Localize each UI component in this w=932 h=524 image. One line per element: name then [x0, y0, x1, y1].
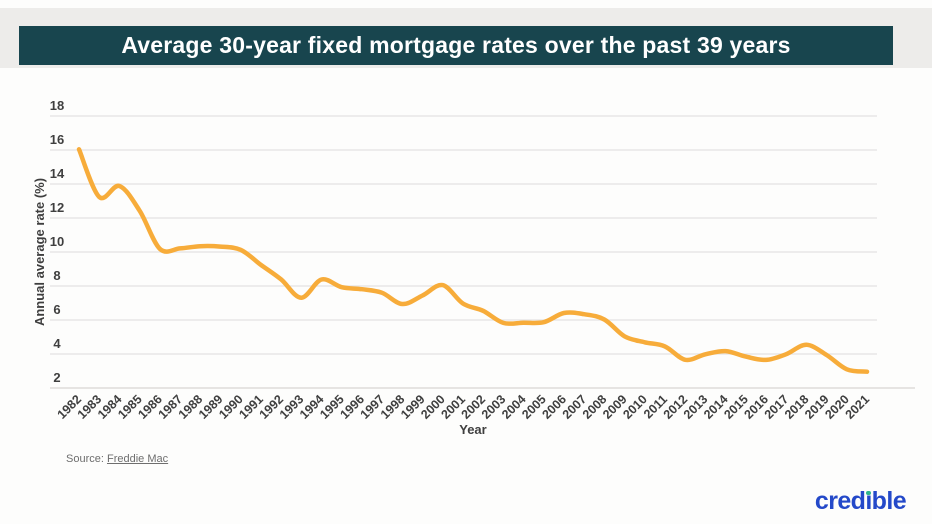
- x-tick-label: 2020: [822, 392, 852, 422]
- y-tick-label: 4: [53, 336, 61, 351]
- x-tick-label: 1985: [115, 392, 145, 422]
- logo-letter-i: ı: [865, 487, 872, 515]
- x-tick-label: 2015: [721, 392, 751, 422]
- mortgage-rate-chart: 2468101214161819821983198419851986198719…: [32, 98, 915, 437]
- chart-title: Average 30-year fixed mortgage rates ove…: [121, 32, 791, 58]
- x-tick-label: 2018: [782, 392, 812, 422]
- logo-i-dot: [866, 490, 871, 496]
- source-link[interactable]: Freddie Mac: [106, 453, 169, 465]
- x-tick-label: 2013: [681, 392, 711, 422]
- x-tick-label: 1988: [176, 392, 206, 422]
- y-tick-label: 6: [53, 302, 60, 317]
- x-tick-label: 2008: [580, 392, 610, 422]
- x-tick-label: 1987: [156, 392, 186, 422]
- x-tick-label: 2001: [438, 392, 468, 422]
- y-tick-label: 14: [50, 166, 65, 181]
- x-tick-label: 2016: [742, 392, 772, 422]
- x-tick-label: 2002: [459, 392, 489, 422]
- x-tick-label: 1995: [317, 392, 347, 422]
- x-tick-label: 1997: [358, 392, 388, 422]
- x-tick-label: 1984: [95, 392, 125, 422]
- source-attribution: Source: Freddie Mac: [66, 453, 168, 465]
- x-tick-label: 2014: [701, 392, 731, 422]
- x-axis-title: Year: [459, 422, 486, 437]
- x-tick-label: 2017: [762, 392, 792, 422]
- credible-logo: credı ble: [814, 486, 907, 516]
- x-tick-label: 2011: [641, 392, 670, 421]
- x-tick-label: 2012: [661, 392, 691, 422]
- y-tick-label: 10: [50, 234, 64, 249]
- x-tick-label: 1983: [75, 392, 105, 422]
- y-tick-label: 2: [53, 370, 60, 385]
- x-tick-label: 2006: [539, 392, 569, 422]
- mortgage-rate-line: [76, 147, 870, 374]
- logo-text-post: ble: [871, 487, 907, 515]
- x-tick-label: 2010: [620, 392, 650, 422]
- chart-title-bar: Average 30-year fixed mortgage rates ove…: [19, 26, 893, 65]
- x-tick-label: 2005: [519, 392, 549, 422]
- x-tick-label: 2004: [499, 392, 529, 422]
- x-tick-label: 2003: [479, 392, 509, 422]
- x-tick-label: 2019: [802, 392, 832, 422]
- y-tick-label: 12: [50, 200, 64, 215]
- x-tick-label: 2007: [560, 392, 590, 422]
- y-tick-label: 8: [53, 268, 60, 283]
- y-tick-label: 16: [50, 132, 64, 147]
- x-tick-label: 1982: [55, 392, 85, 422]
- x-tick-label: 1991: [236, 392, 266, 422]
- x-tick-label: 2009: [600, 392, 630, 422]
- x-tick-label: 1999: [398, 392, 428, 422]
- x-tick-label: 2021: [843, 392, 873, 422]
- x-tick-label: 1992: [257, 392, 287, 422]
- logo-text-pre: cred: [814, 487, 866, 515]
- x-tick-label: 1994: [297, 392, 327, 422]
- y-axis-title: Annual average rate (%): [32, 178, 47, 326]
- x-tick-label: 1986: [135, 392, 165, 422]
- x-tick-label: 1989: [196, 392, 226, 422]
- x-tick-label: 1990: [216, 392, 246, 422]
- x-tick-label: 1993: [277, 392, 307, 422]
- x-tick-label: 1998: [378, 392, 408, 422]
- x-tick-label: 1996: [337, 392, 367, 422]
- y-tick-label: 18: [50, 98, 64, 113]
- source-label: Source:: [66, 453, 104, 465]
- x-tick-label: 2000: [418, 392, 448, 422]
